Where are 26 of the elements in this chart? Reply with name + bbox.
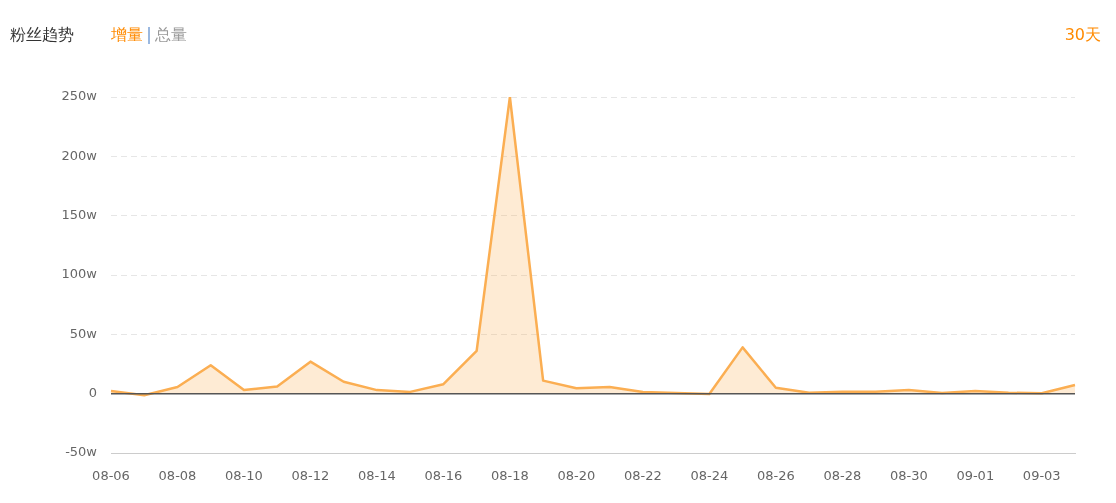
x-tick-label: 08-24	[690, 468, 729, 484]
y-tick-label: 50w	[69, 325, 98, 341]
x-tick-label: 08-20	[557, 468, 596, 484]
x-tick-label: 08-10	[225, 468, 263, 484]
x-tick-label: 08-26	[756, 468, 795, 484]
y-tick-label: 100w	[61, 266, 98, 282]
x-tick-label: 08-18	[491, 468, 529, 484]
chart-title: 粉丝趋势	[10, 25, 74, 46]
text: 总量	[155, 25, 187, 46]
x-tick-label: 08-08	[158, 468, 197, 484]
x-tick-label: 09-01	[956, 468, 995, 484]
y-tick-label: 200w	[61, 147, 98, 163]
y-tick-label: 0	[88, 385, 97, 401]
x-tick-label: 08-22	[623, 468, 662, 484]
x-tick-label: 08-12	[291, 468, 330, 484]
y-tick-label: -50w	[65, 444, 98, 460]
x-tick-label: 08-14	[358, 468, 396, 484]
y-tick-label: 250w	[61, 88, 98, 104]
x-tick-label: 08-06	[92, 468, 130, 484]
text: 30天	[1064, 25, 1101, 46]
text: 增量	[111, 25, 143, 46]
x-tick-label: 08-30	[889, 468, 928, 484]
x-tick-label: 08-28	[823, 468, 862, 484]
x-tick-label: 08-16	[424, 468, 463, 484]
y-tick-label: 150w	[61, 207, 98, 223]
x-tick-label: 09-03	[1022, 468, 1061, 484]
